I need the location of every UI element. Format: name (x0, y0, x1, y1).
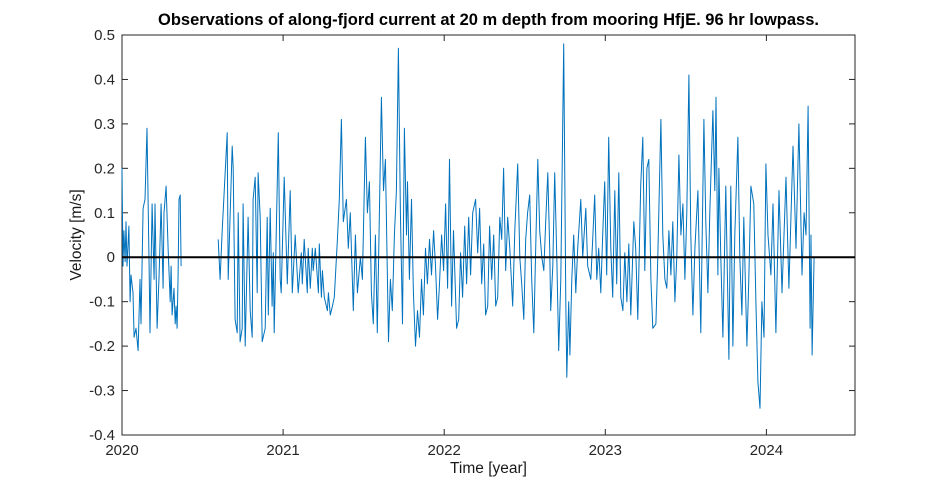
y-tick-label: 0.1 (94, 205, 115, 222)
y-tick-label: -0.3 (89, 383, 115, 400)
x-tick-label: 2023 (589, 442, 622, 459)
axes-box (121, 34, 856, 436)
y-tick-label: 0.2 (94, 160, 115, 177)
chart-title: Observations of along-fjord current at 2… (157, 11, 819, 29)
y-tick-label: 0.3 (94, 116, 115, 133)
y-tick-label: -0.4 (89, 427, 115, 444)
x-tick-label: 2021 (266, 442, 299, 459)
y-tick-label: -0.1 (89, 294, 115, 311)
velocity-series-line (121, 127, 182, 352)
x-tick-label: 2020 (105, 442, 138, 459)
y-tick-label: 0 (107, 249, 115, 266)
velocity-series-line (217, 43, 815, 409)
x-tick-label: 2024 (750, 442, 783, 459)
x-tick-label: 2022 (428, 442, 461, 459)
y-tick-label: 0.5 (94, 27, 115, 44)
y-tick-label: 0.4 (94, 71, 115, 88)
y-tick-label: -0.2 (89, 338, 115, 355)
x-axis-label: Time [year] (450, 460, 527, 477)
